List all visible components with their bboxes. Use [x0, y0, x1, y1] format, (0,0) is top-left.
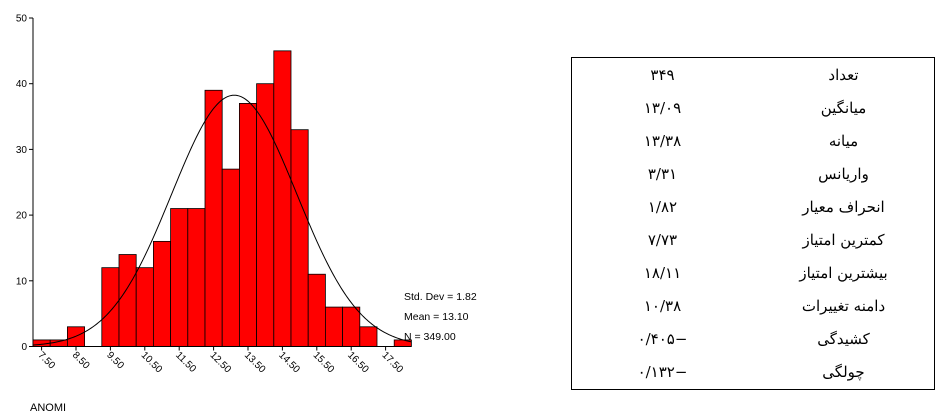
stat-value: ۱۳/۳۸ — [643, 131, 682, 150]
y-tick-label: 10 — [16, 276, 28, 287]
x-tick-label: 8.50 — [70, 350, 92, 372]
stat-value: ۱۰/۳۸ — [643, 297, 682, 316]
normal-curve — [32, 94, 412, 346]
summary-stats-box: Std. Dev = 1.82 Mean = 13.10 N = 349.00 — [404, 291, 477, 343]
stat-value: −۰/۴۰۵ — [637, 330, 688, 349]
histogram-bar — [170, 208, 189, 347]
stats-row: بیشترین امتیاز ۱۸/۱۱ — [572, 257, 935, 290]
stat-value: ۱۸/۱۱ — [643, 264, 682, 283]
x-tick-label: 10.50 — [139, 350, 165, 376]
histogram-bar — [187, 208, 206, 347]
histogram-bar — [238, 103, 257, 347]
std-dev-label: Std. Dev = 1.82 — [404, 291, 477, 303]
stat-label: کمترین امتیاز — [802, 231, 885, 250]
histogram-bar — [152, 240, 171, 347]
n-label: N = 349.00 — [404, 331, 456, 343]
y-tick-label: 0 — [21, 342, 27, 353]
stat-value: ۱/۸۲ — [647, 197, 678, 216]
stat-label: میانگین — [820, 98, 867, 117]
stats-row: دامنه تغییرات ۱۰/۳۸ — [572, 290, 935, 323]
stat-value: −۰/۱۳۲ — [637, 363, 688, 382]
stat-label: بیشترین امتیاز — [799, 264, 888, 283]
histogram-bar — [204, 89, 223, 347]
stats-row: کمترین امتیاز ۷/۷۳ — [572, 223, 935, 256]
histogram-bars — [32, 50, 412, 347]
stats-row: چولگی −۰/۱۳۲ — [572, 356, 935, 390]
x-tick-label: 15.50 — [311, 350, 337, 376]
stats-row: انحراف معیار ۱/۸۲ — [572, 190, 935, 223]
x-tick-label: 12.50 — [207, 350, 233, 376]
stats-row: تعداد ۳۴۹ — [572, 58, 935, 92]
stat-label: چولگی — [822, 363, 865, 382]
stat-label: کشیدگی — [817, 330, 870, 349]
histogram-bar — [256, 83, 275, 347]
x-tick-label: 13.50 — [242, 350, 268, 376]
histogram-bar — [307, 273, 326, 347]
stat-label: میانه — [828, 131, 859, 150]
histogram-bar — [135, 267, 154, 347]
x-tick-label: 7.50 — [35, 350, 57, 372]
histogram-bar — [221, 168, 240, 347]
stat-label: دامنه تغییرات — [801, 297, 886, 316]
stats-row: واریانس ۳/۳۱ — [572, 157, 935, 190]
variable-label: ANOMI — [30, 402, 66, 414]
stat-value: ۳/۳۱ — [647, 164, 678, 183]
histogram-bar — [324, 306, 343, 347]
stat-label: تعداد — [828, 65, 859, 84]
y-tick-label: 20 — [16, 211, 28, 222]
y-axis: 0 10 20 30 40 50 — [16, 14, 34, 353]
stat-value: ۷/۷۳ — [647, 231, 678, 250]
histogram-bar — [342, 306, 361, 347]
histogram-bar — [359, 326, 378, 347]
histogram-bar — [101, 267, 120, 347]
x-axis: 7.50 8.50 9.50 10.50 11.50 12.50 13.50 14.50 15.… — [33, 346, 412, 376]
histogram-bar — [290, 129, 309, 347]
y-tick-label: 30 — [16, 145, 28, 156]
histogram-bar — [118, 254, 137, 347]
histogram-chart: 0 10 20 30 40 50 7.50 8.50 9.50 10.50 11.50 12.50 1… — [16, 14, 477, 414]
normal-curve-layer — [32, 94, 412, 346]
x-tick-label: 16.50 — [345, 350, 371, 376]
histogram-bar — [273, 50, 292, 347]
mean-label: Mean = 13.10 — [404, 311, 469, 323]
x-tick-label: 11.50 — [173, 350, 198, 375]
stat-label: انحراف معیار — [802, 197, 885, 216]
stat-value: ۳۴۹ — [650, 65, 675, 84]
stats-row: میانگین ۱۳/۰۹ — [572, 91, 935, 124]
y-tick-label: 40 — [16, 79, 28, 90]
stat-label: واریانس — [818, 164, 869, 183]
y-tick-label: 50 — [16, 14, 28, 25]
stats-row: میانه ۱۳/۳۸ — [572, 124, 935, 157]
x-tick-label: 17.50 — [379, 350, 405, 376]
x-tick-label: 9.50 — [104, 350, 126, 372]
x-tick-label: 14.50 — [276, 350, 302, 376]
stats-row: کشیدگی −۰/۴۰۵ — [572, 323, 935, 356]
stat-value: ۱۳/۰۹ — [643, 98, 682, 117]
descriptive-stats-table: تعداد ۳۴۹ میانگین ۱۳/۰۹ میانه ۱۳/۳۸ واریانس ۳/۳… — [571, 57, 935, 390]
